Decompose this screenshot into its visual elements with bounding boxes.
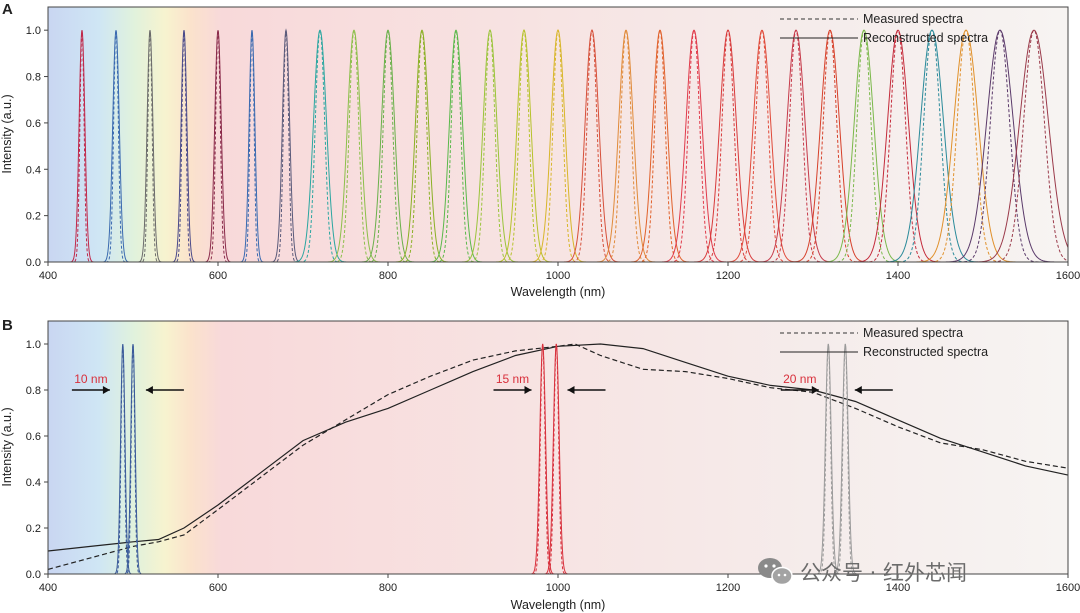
x-ticks-a: 400 600 800 1000 1200 1400 1600 <box>39 262 1080 282</box>
x-tick-label: 1000 <box>546 582 570 594</box>
y-tick-label: 0.2 <box>26 523 41 535</box>
y-tick-label: 0.0 <box>26 569 41 581</box>
bandwidth-label: 20 nm <box>783 372 816 386</box>
x-ticks-b: 400 600 800 1000 1200 1400 1600 <box>39 574 1080 594</box>
y-ticks-b: 0.0 0.2 0.4 0.6 0.8 1.0 <box>26 339 48 581</box>
spectrum-background-b <box>48 321 1068 574</box>
arrowhead-left <box>524 386 532 394</box>
reconstructed-broadband-curve <box>47 343 1069 552</box>
measured-peak <box>122 30 178 263</box>
watermark-text: 公众号 · 红外芯闻 <box>800 561 967 585</box>
x-tick-label: 1600 <box>1056 582 1080 594</box>
y-tick-label: 0.6 <box>26 431 41 443</box>
y-tick-label: 1.0 <box>26 339 41 351</box>
bandwidth-annotations: 10 nm 15 nm 20 nm <box>71 372 893 394</box>
measured-peak <box>156 30 212 263</box>
panel-a: A 0.0 0.2 0.4 0.6 0.8 1.0 400 600 800 1000 1200 14… <box>0 1 1080 299</box>
legend-label-measured-b: Measured spectra <box>863 326 963 340</box>
y-tick-label: 1.0 <box>26 25 41 37</box>
panel-label-b: B <box>2 317 13 334</box>
legend-label-reconstructed-a: Reconstructed spectra <box>863 31 988 45</box>
measured-peak <box>54 30 110 263</box>
y-ticks-a: 0.0 0.2 0.4 0.6 0.8 1.0 <box>26 25 48 269</box>
x-tick-label: 1600 <box>1056 270 1080 282</box>
x-tick-label: 1400 <box>886 270 910 282</box>
wechat-icon <box>758 558 793 586</box>
x-tick-label: 1400 <box>886 582 910 594</box>
y-axis-label-b: Intensity (a.u.) <box>0 407 14 486</box>
x-tick-label: 600 <box>209 582 227 594</box>
measured-peak <box>224 30 280 263</box>
arrowhead-left <box>102 386 110 394</box>
x-tick-label: 400 <box>39 270 57 282</box>
watermark: 公众号 · 红外芯闻 <box>758 558 967 586</box>
arrowhead-left <box>811 386 819 394</box>
x-tick-label: 800 <box>379 270 397 282</box>
measured-broadband-curve <box>47 343 1069 570</box>
y-tick-label: 0.4 <box>26 164 41 176</box>
x-axis-label-b: Wavelength (nm) <box>511 598 606 612</box>
legend-label-reconstructed-b: Reconstructed spectra <box>863 345 988 359</box>
arrowhead-right <box>145 386 153 394</box>
spectrum-background-a <box>48 7 1068 262</box>
y-tick-label: 0.2 <box>26 211 41 223</box>
y-tick-label: 0.8 <box>26 385 41 397</box>
arrowhead-right <box>854 386 862 394</box>
x-tick-label: 1200 <box>716 270 740 282</box>
x-tick-label: 800 <box>379 582 397 594</box>
y-tick-label: 0.8 <box>26 72 41 84</box>
legend-b: Measured spectra Reconstructed spectra <box>780 326 988 359</box>
arrowhead-right <box>567 386 575 394</box>
y-tick-label: 0.6 <box>26 118 41 130</box>
legend-a: Measured spectra Reconstructed spectra <box>780 12 988 45</box>
bandwidth-label: 15 nm <box>496 372 529 386</box>
y-tick-label: 0.4 <box>26 477 41 489</box>
bandwidth-label: 10 nm <box>74 372 107 386</box>
panel-label-a: A <box>2 1 13 18</box>
y-tick-label: 0.0 <box>26 257 41 269</box>
legend-label-measured-a: Measured spectra <box>863 12 963 26</box>
x-tick-label: 600 <box>209 270 227 282</box>
y-axis-label-a: Intensity (a.u.) <box>0 94 14 173</box>
x-tick-label: 1200 <box>716 582 740 594</box>
x-axis-label-a: Wavelength (nm) <box>511 285 606 299</box>
x-tick-label: 1000 <box>546 270 570 282</box>
panel-b: B 0.0 0.2 0.4 0.6 0.8 1.0 400 600 800 1000 1200 14… <box>0 317 1080 612</box>
x-tick-label: 400 <box>39 582 57 594</box>
